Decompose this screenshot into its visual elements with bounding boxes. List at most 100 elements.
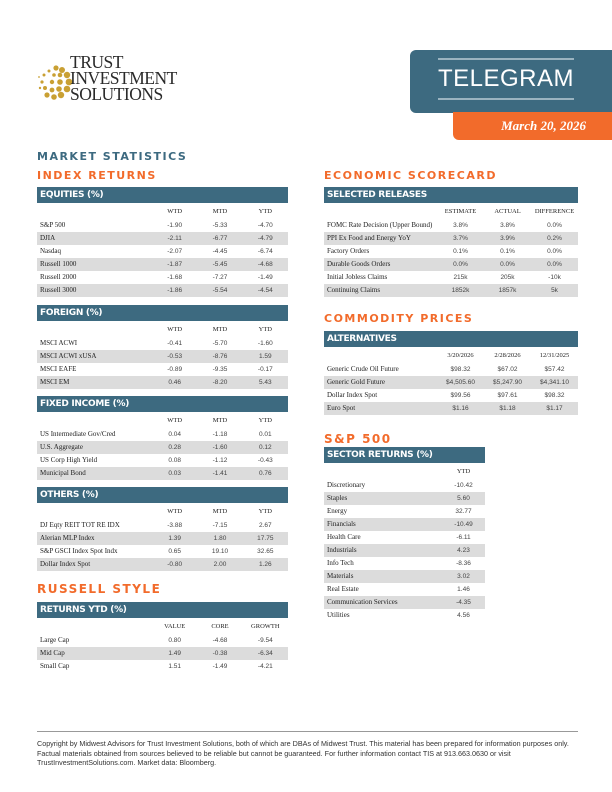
table-row: PPI Ex Food and Energy YoY 3.7% 3.9% 0.2%	[324, 232, 578, 245]
cell-value: -0.43	[257, 457, 273, 464]
cell-value: -1.90	[167, 222, 183, 229]
column-header: ESTIMATE	[444, 208, 477, 215]
cell-value: 1.39	[168, 535, 181, 542]
table-row: Durable Goods Orders 0.0% 0.0% 0.0%	[324, 258, 578, 271]
divider	[438, 58, 574, 60]
cell-value: 0.65	[168, 548, 181, 555]
column-header-spacer	[37, 503, 152, 519]
table-row: Financials -10.49	[324, 518, 485, 531]
cell-value: -0.53	[167, 353, 183, 360]
row-label: S&P 500	[40, 221, 66, 229]
cell-value: -1.41	[212, 470, 228, 477]
cell-value: $4,505.60	[446, 379, 475, 386]
cell-value: -1.86	[167, 287, 183, 294]
table-row: Russell 2000 -1.68 -7.27 -1.49	[37, 271, 288, 284]
cell-value: 32.65	[257, 548, 274, 555]
table-row: Large Cap 0.80 -4.68 -9.54	[37, 634, 288, 647]
row-label: Industrials	[327, 546, 357, 554]
column-headers: WTD MTD YTD	[37, 203, 288, 219]
table-row: Info Tech -8.36	[324, 557, 485, 570]
row-label: Russell 3000	[40, 286, 77, 294]
column-header: MTD	[212, 208, 228, 215]
row-label: Factory Orders	[327, 247, 370, 255]
column-header: YTD	[258, 508, 272, 515]
column-header: WTD	[167, 508, 183, 515]
cell-value: 215k	[453, 274, 468, 281]
row-label: Initial Jobless Claims	[327, 273, 388, 281]
row-label: Nasdaq	[40, 247, 61, 255]
cell-value: -1.60	[212, 444, 228, 451]
foreign-table: FOREIGN (%) WTD MTD YTD MSCI ACWI -0.41 -5.70 -…	[37, 305, 288, 389]
row-label: Durable Goods Orders	[327, 260, 391, 268]
column-headers: YTD	[324, 463, 485, 479]
row-label: Small Cap	[40, 662, 70, 670]
row-label: MSCI ACWI xUSA	[40, 352, 97, 360]
table-header: SELECTED RELEASES	[324, 187, 578, 203]
cell-value: -0.17	[257, 366, 273, 373]
cell-value: $98.32	[544, 392, 565, 399]
cell-value: -5.33	[212, 222, 228, 229]
table-row: U.S. Aggregate 0.28 -1.60 0.12	[37, 441, 288, 454]
row-label: Continuing Claims	[327, 286, 381, 294]
row-label: MSCI EAFE	[40, 365, 77, 373]
column-header: WTD	[167, 417, 183, 424]
table-header: FOREIGN (%)	[37, 305, 288, 321]
row-label: FOMC Rate Decision (Upper Bound)	[327, 221, 433, 229]
cell-value: 0.46	[168, 379, 181, 386]
table-row: MSCI ACWI -0.41 -5.70 -1.60	[37, 337, 288, 350]
column-header: ACTUAL	[494, 208, 521, 215]
cell-value: -2.11	[167, 235, 182, 242]
column-header: WTD	[167, 326, 183, 333]
table-row: Utilities 4.56	[324, 609, 485, 622]
row-label: MSCI EM	[40, 378, 70, 386]
equities-table: EQUITIES (%) WTD MTD YTD S&P 500 -1.90 -5.33 -4…	[37, 187, 288, 297]
column-header: 12/31/2025	[539, 352, 570, 359]
table-row: Russell 3000 -1.86 -5.54 -4.54	[37, 284, 288, 297]
table-row: US Intermediate Gov/Cred 0.04 -1.18 0.01	[37, 428, 288, 441]
cell-value: -6.74	[257, 248, 273, 255]
russell-returns-table: RETURNS YTD (%) VALUE CORE GROWTH Large Cap 0…	[37, 602, 288, 673]
table-header: RETURNS YTD (%)	[37, 602, 288, 618]
cell-value: 0.1%	[500, 248, 515, 255]
table-row: Dollar Index Spot -0.80 2.00 1.26	[37, 558, 288, 571]
table-row: Alerian MLP Index 1.39 1.80 17.75	[37, 532, 288, 545]
logo-globe-icon	[38, 65, 73, 100]
cell-value: 17.75	[257, 535, 274, 542]
cell-value: 5k	[551, 287, 558, 294]
logo	[34, 60, 74, 102]
row-label: Real Estate	[327, 585, 359, 593]
cell-value: 0.2%	[547, 235, 562, 242]
cell-value: -3.88	[167, 522, 183, 529]
row-label: MSCI ACWI	[40, 339, 78, 347]
cell-value: 0.0%	[547, 248, 562, 255]
column-headers: WTD MTD YTD	[37, 412, 288, 428]
table-row: MSCI EM 0.46 -8.20 5.43	[37, 376, 288, 389]
cell-value: -4.45	[212, 248, 228, 255]
logo-line: INVESTMENT	[70, 68, 177, 88]
row-label: Staples	[327, 494, 348, 502]
table-row: Euro Spot $1.16 $1.18 $1.17	[324, 402, 578, 415]
section-title: ECONOMIC SCORECARD	[324, 169, 497, 182]
cell-value: -9.35	[212, 366, 228, 373]
cell-value: $67.02	[497, 366, 518, 373]
row-label: Info Tech	[327, 559, 354, 567]
cell-value: $98.32	[450, 366, 471, 373]
row-label: Discretionary	[327, 481, 366, 489]
cell-value: 1.51	[168, 663, 181, 670]
cell-value: 0.0%	[547, 261, 562, 268]
cell-value: -8.20	[212, 379, 228, 386]
cell-value: -4.68	[212, 637, 228, 644]
cell-value: $57.42	[544, 366, 565, 373]
cell-value: -1.49	[212, 663, 228, 670]
issue-date: March 20, 2026	[501, 118, 586, 133]
table-row: Generic Crude Oil Future $98.32 $67.02 $57.…	[324, 363, 578, 376]
cell-value: 1857k	[498, 287, 517, 294]
table-row: Energy 32.77	[324, 505, 485, 518]
column-header-spacer	[37, 412, 152, 428]
column-header-spacer	[37, 321, 152, 337]
row-label: Russell 1000	[40, 260, 77, 268]
column-header-spacer	[37, 203, 152, 219]
row-label: Generic Gold Future	[327, 378, 385, 386]
row-label: DJIA	[40, 234, 56, 242]
table-row: MSCI EAFE -0.89 -9.35 -0.17	[37, 363, 288, 376]
